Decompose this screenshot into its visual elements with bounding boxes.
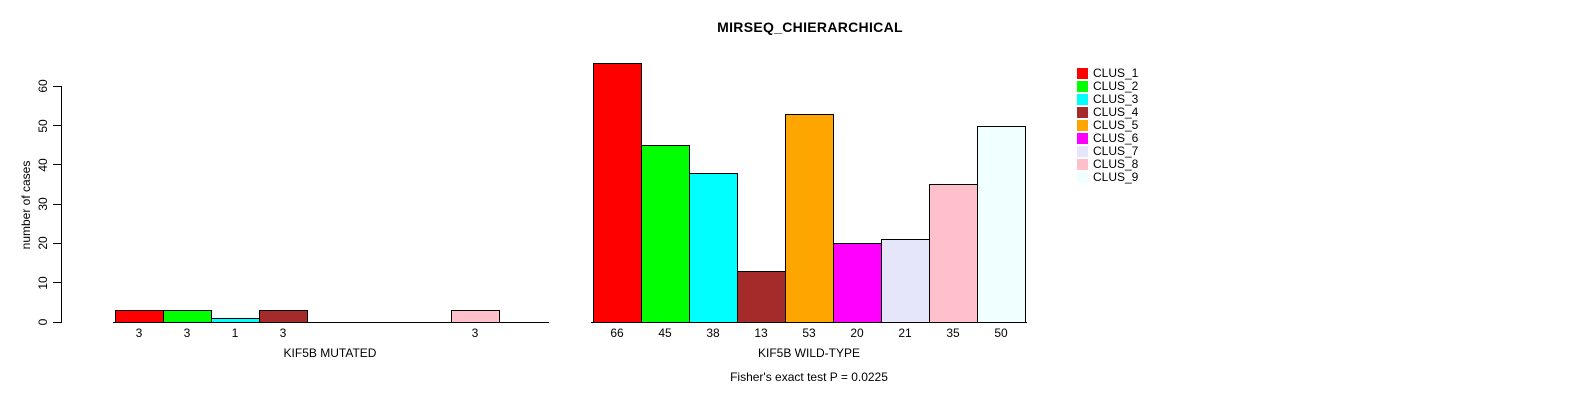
bar-CLUS_5	[785, 113, 834, 323]
bar-CLUS_2	[163, 310, 212, 323]
legend-label: CLUS_5	[1093, 117, 1139, 132]
legend-swatch-CLUS_9	[1077, 172, 1088, 184]
bar-CLUS_3	[689, 172, 738, 323]
y-axis-tick	[53, 242, 61, 244]
y-axis-line	[61, 86, 62, 323]
y-axis-tick	[53, 321, 61, 323]
legend-item: CLUS_3	[1077, 91, 1139, 106]
legend-item: CLUS_6	[1077, 132, 1138, 145]
bar-CLUS_4	[737, 270, 786, 323]
y-axis-tick	[53, 282, 61, 284]
y-axis-tick	[53, 164, 61, 166]
legend-item: CLUS_7	[1077, 145, 1138, 158]
bar-value-label: 53	[802, 326, 816, 340]
y-tick-label: 20	[36, 236, 50, 251]
bar-value-label: 21	[898, 326, 912, 340]
legend-swatch-CLUS_2	[1077, 80, 1088, 92]
y-tick-label: 60	[36, 79, 50, 93]
y-axis-tick	[53, 125, 61, 126]
bar-value-label: 35	[946, 326, 960, 340]
y-tick-label: 30	[36, 197, 50, 211]
bar-value-label: 50	[994, 326, 1008, 340]
legend-swatch-CLUS_3	[1077, 93, 1088, 105]
legend-item: CLUS_8	[1077, 158, 1138, 171]
y-axis-tick	[53, 203, 61, 205]
bar-value-label: 66	[610, 326, 624, 340]
legend-item: CLUS_2	[1077, 78, 1139, 93]
bar-CLUS_1	[593, 62, 642, 323]
bar-CLUS_3	[211, 318, 260, 323]
bar-CLUS_6	[833, 243, 882, 323]
legend-item: CLUS_1	[1077, 65, 1139, 80]
legend-label: CLUS_4	[1093, 104, 1139, 119]
y-tick-label: 0	[36, 318, 50, 326]
bar-value-label: 13	[754, 326, 768, 340]
bar-value-label: 1	[231, 326, 239, 340]
chart-title: MIRSEQ_CHIERARCHICAL	[717, 19, 903, 35]
legend-swatch-CLUS_4	[1077, 106, 1088, 118]
bar-CLUS_8	[451, 310, 500, 323]
bar-value-label: 3	[279, 326, 287, 340]
y-axis-tick	[53, 85, 61, 87]
legend-label: CLUS_6	[1093, 131, 1139, 145]
x-axis-label-mutated: KIF5B MUTATED	[283, 346, 377, 360]
y-tick-label: 40	[36, 158, 50, 172]
y-tick-label: 50	[36, 118, 50, 133]
legend-swatch-CLUS_8	[1077, 159, 1088, 171]
legend-label: CLUS_2	[1093, 78, 1139, 93]
bar-value-label: 45	[658, 326, 672, 340]
y-axis-label: number of cases	[19, 160, 33, 250]
legend-item: CLUS_9	[1077, 171, 1138, 184]
x-baseline	[113, 322, 549, 323]
bar-CLUS_9	[977, 125, 1026, 323]
bar-value-label: 3	[471, 326, 479, 340]
legend-swatch-CLUS_6	[1077, 133, 1088, 144]
legend-swatch-CLUS_7	[1077, 146, 1088, 158]
x-axis-label-wild-type: KIF5B WILD-TYPE	[757, 346, 861, 360]
legend-label: CLUS_8	[1093, 157, 1139, 172]
bar-CLUS_1	[115, 310, 164, 323]
fisher-test-annotation: Fisher's exact test P = 0.0225	[730, 370, 888, 384]
bar-CLUS_4	[259, 310, 308, 323]
bar-value-label: 3	[183, 326, 191, 340]
legend-swatch-CLUS_5	[1077, 119, 1088, 131]
bar-CLUS_7	[881, 239, 930, 323]
legend-label: CLUS_7	[1093, 144, 1139, 159]
bar-value-label: 3	[135, 326, 143, 340]
bar-value-label: 20	[850, 326, 864, 340]
bar-CLUS_2	[641, 145, 690, 323]
y-tick-label: 10	[36, 276, 50, 290]
bar-value-label: 38	[706, 326, 720, 340]
legend-swatch-CLUS_1	[1077, 67, 1088, 79]
legend-label: CLUS_9	[1093, 170, 1139, 185]
legend-label: CLUS_3	[1093, 91, 1139, 106]
legend-item: CLUS_5	[1077, 117, 1139, 132]
legend-item: CLUS_4	[1077, 104, 1139, 119]
legend-label: CLUS_1	[1093, 65, 1139, 80]
bar-CLUS_8	[929, 184, 978, 323]
